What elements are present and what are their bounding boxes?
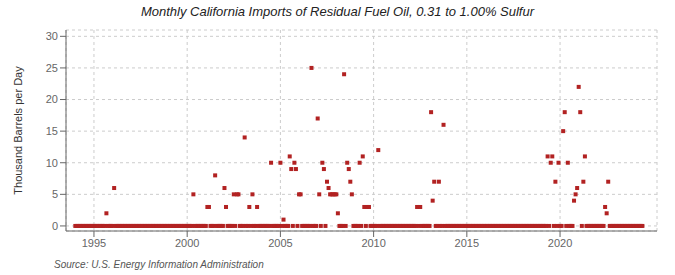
svg-text:30: 30: [46, 30, 58, 42]
svg-text:1995: 1995: [82, 237, 106, 249]
html-text:Source: U.S. Energy Informatio: Source: U.S. Energy Information Administ…: [54, 259, 264, 270]
svg-text:2005: 2005: [268, 237, 292, 249]
svg-text:0: 0: [52, 220, 58, 232]
svg-text:5: 5: [52, 188, 58, 200]
html-text:Monthly California Imports of: Monthly California Imports of Residual F…: [141, 4, 534, 19]
svg-text:Thousand Barrels per Day: Thousand Barrels per Day: [12, 66, 24, 195]
svg-text:2020: 2020: [548, 237, 572, 249]
svg-text:2015: 2015: [455, 237, 479, 249]
svg-text:2000: 2000: [175, 237, 199, 249]
svg-text:10: 10: [46, 157, 58, 169]
svg-text:15: 15: [46, 125, 58, 137]
svg-text:25: 25: [46, 62, 58, 74]
svg-text:20: 20: [46, 93, 58, 105]
svg-text:2010: 2010: [361, 237, 385, 249]
